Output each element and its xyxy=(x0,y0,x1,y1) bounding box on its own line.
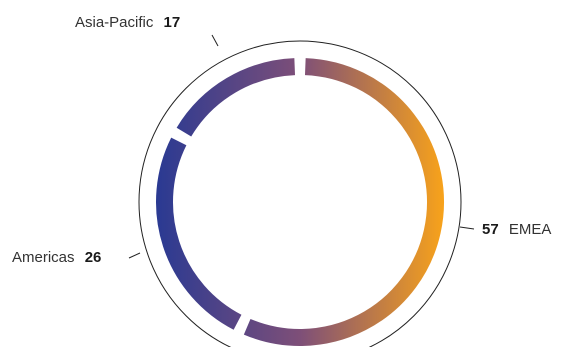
asia-pacific-name: Asia-Pacific xyxy=(75,14,154,31)
donut-slices xyxy=(156,58,444,346)
leader-americas xyxy=(128,252,141,259)
emea-name: EMEA xyxy=(509,221,552,238)
asia-pacific-value: 17 xyxy=(164,14,181,31)
leader-emea xyxy=(459,226,475,230)
slice-emea xyxy=(243,58,444,346)
americas-value: 26 xyxy=(85,249,102,266)
emea-value: 57 xyxy=(482,221,499,238)
americas-name: Americas xyxy=(12,249,75,266)
label-emea: 57 EMEA xyxy=(482,221,551,238)
slice-americas xyxy=(156,137,242,330)
label-asia-pacific: Asia-Pacific 17 xyxy=(75,14,180,31)
leader-lines xyxy=(128,34,475,259)
slice-asia-pacific xyxy=(176,58,296,137)
outer-ring xyxy=(138,40,462,347)
leader-asia-pacific xyxy=(211,34,219,47)
label-americas: Americas 26 xyxy=(12,249,101,266)
